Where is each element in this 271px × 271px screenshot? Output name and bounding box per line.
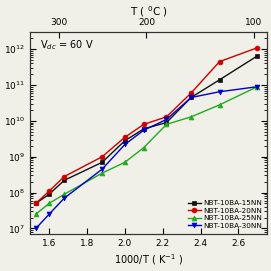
Line: NBT-10BA-20NN: NBT-10BA-20NN <box>33 45 260 206</box>
NBT-10BA-20NN <box>256 46 259 49</box>
NBT-10BA-25NN <box>189 115 193 118</box>
NBT-10BA-20NN <box>123 136 127 139</box>
NBT-10BA-30NN <box>218 90 221 93</box>
Text: V$_{dc}$ = 60 V: V$_{dc}$ = 60 V <box>40 38 93 52</box>
NBT-10BA-25NN <box>63 193 66 196</box>
NBT-10BA-15NN <box>218 78 221 82</box>
Line: NBT-10BA-15NN: NBT-10BA-15NN <box>33 53 260 206</box>
NBT-10BA-20NN <box>142 123 146 126</box>
NBT-10BA-25NN <box>218 103 221 107</box>
NBT-10BA-25NN <box>123 161 127 164</box>
NBT-10BA-30NN <box>101 167 104 171</box>
NBT-10BA-15NN <box>165 121 168 124</box>
Line: NBT-10BA-30NN: NBT-10BA-30NN <box>33 84 260 231</box>
NBT-10BA-30NN <box>63 196 66 200</box>
NBT-10BA-25NN <box>165 123 168 126</box>
NBT-10BA-15NN <box>189 96 193 99</box>
NBT-10BA-20NN <box>165 115 168 118</box>
Line: NBT-10BA-25NN: NBT-10BA-25NN <box>33 84 260 217</box>
NBT-10BA-15NN <box>47 193 51 196</box>
NBT-10BA-15NN <box>63 179 66 182</box>
NBT-10BA-15NN <box>101 161 104 164</box>
NBT-10BA-25NN <box>142 146 146 149</box>
NBT-10BA-15NN <box>142 127 146 130</box>
NBT-10BA-25NN <box>101 172 104 175</box>
NBT-10BA-20NN <box>47 189 51 193</box>
NBT-10BA-25NN <box>47 202 51 205</box>
NBT-10BA-30NN <box>165 118 168 121</box>
NBT-10BA-15NN <box>123 139 127 142</box>
NBT-10BA-25NN <box>256 85 259 88</box>
NBT-10BA-25NN <box>34 212 37 216</box>
NBT-10BA-20NN <box>101 155 104 158</box>
NBT-10BA-20NN <box>34 202 37 205</box>
NBT-10BA-15NN <box>256 54 259 57</box>
NBT-10BA-20NN <box>189 91 193 95</box>
NBT-10BA-30NN <box>142 128 146 132</box>
NBT-10BA-30NN <box>34 227 37 230</box>
X-axis label: T ( $^0$C ): T ( $^0$C ) <box>130 4 167 19</box>
X-axis label: 1000/T ( K$^{-1}$ ): 1000/T ( K$^{-1}$ ) <box>114 252 183 267</box>
NBT-10BA-30NN <box>256 85 259 88</box>
NBT-10BA-30NN <box>123 143 127 146</box>
NBT-10BA-30NN <box>189 96 193 99</box>
NBT-10BA-30NN <box>47 212 51 216</box>
NBT-10BA-20NN <box>63 175 66 178</box>
NBT-10BA-15NN <box>34 202 37 205</box>
NBT-10BA-20NN <box>218 60 221 63</box>
Legend: NBT-10BA-15NN, NBT-10BA-20NN, NBT-10BA-25NN, NBT-10BA-30NN: NBT-10BA-15NN, NBT-10BA-20NN, NBT-10BA-2… <box>186 199 263 230</box>
